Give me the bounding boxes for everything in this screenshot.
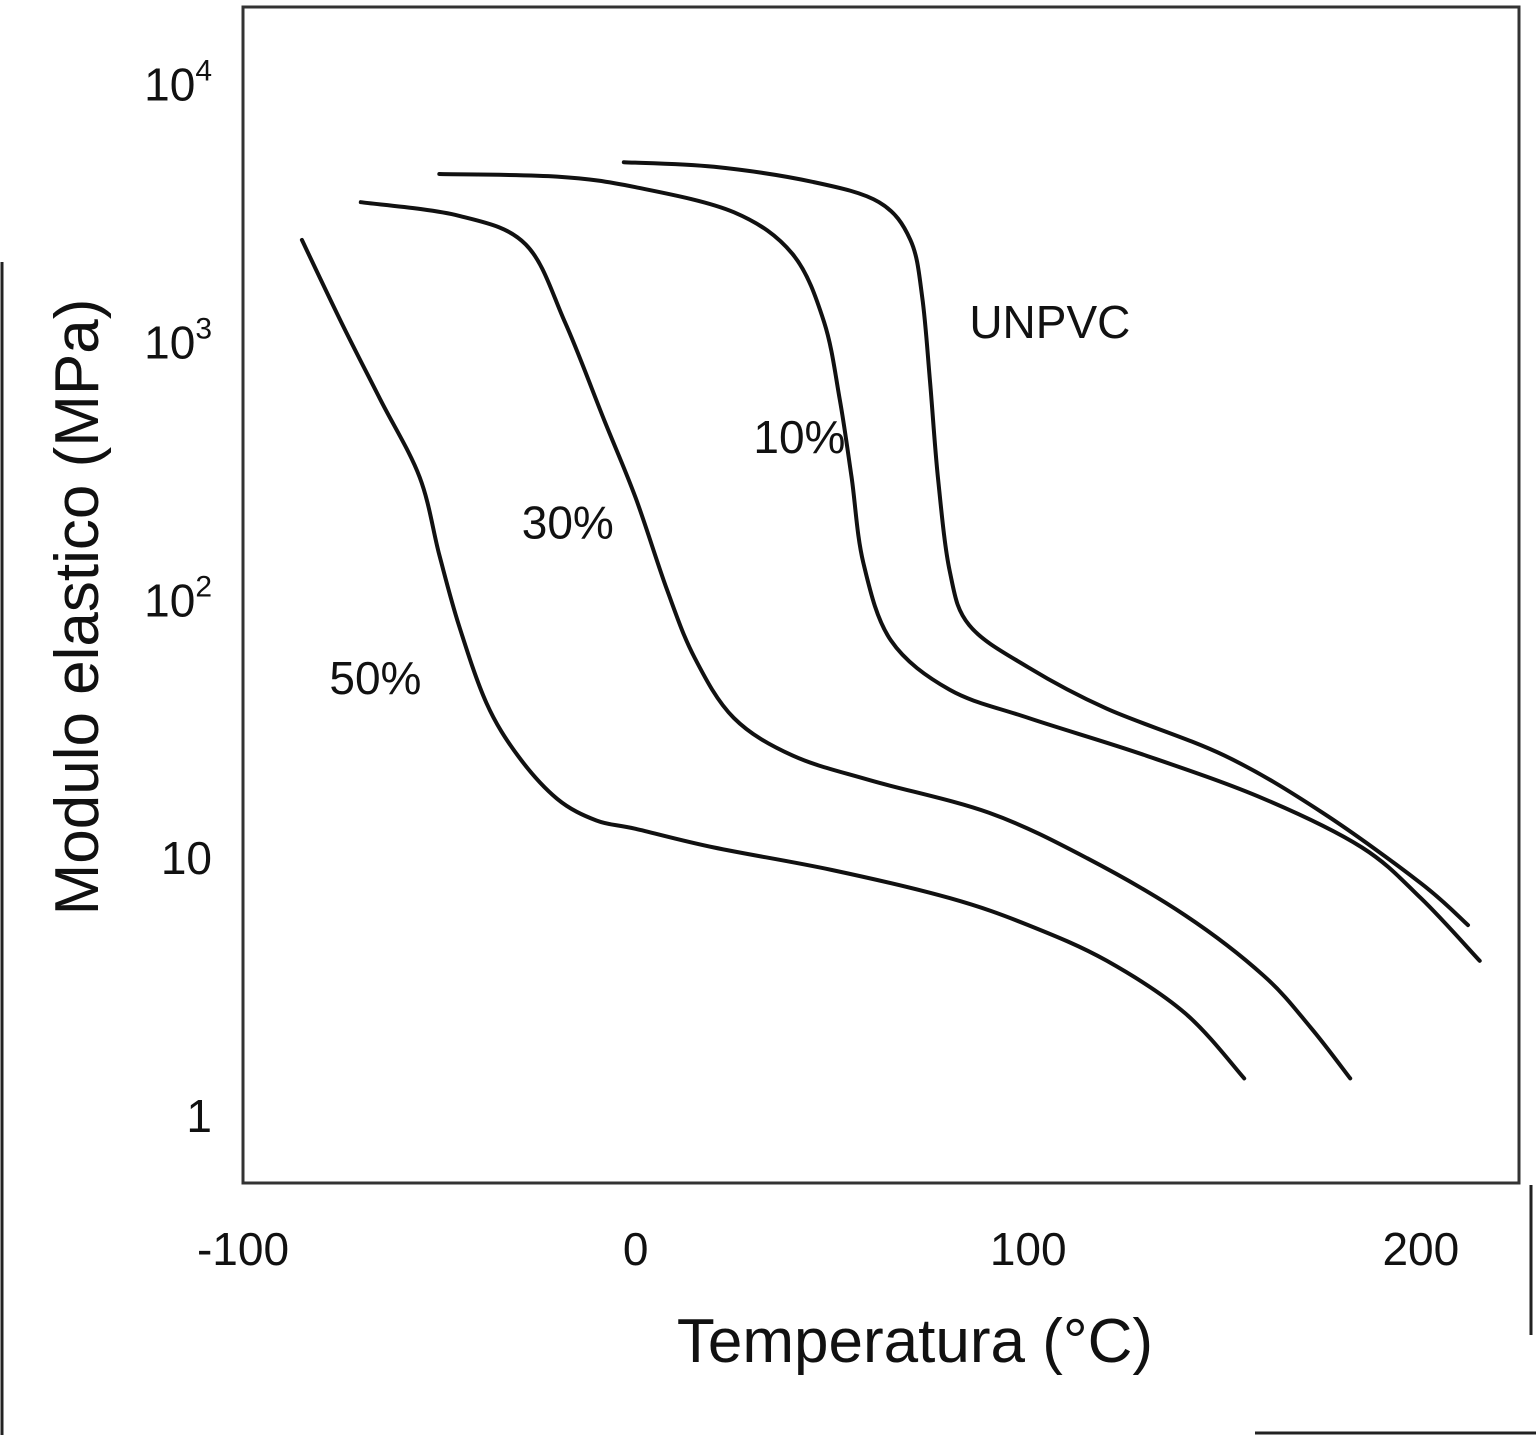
- series-line-unpvc: [621, 160, 1470, 928]
- y-tick-label: 10: [161, 832, 212, 884]
- y-tick-label: 1: [186, 1090, 212, 1142]
- x-tick-label: 0: [623, 1223, 649, 1275]
- x-axis-ticks: -100 0 100 200: [197, 1223, 1459, 1275]
- y-tick-exponent: 4: [195, 55, 212, 88]
- plot-frame: [241, 5, 1521, 1185]
- series-line-30pct: [358, 200, 1353, 1081]
- x-axis-title: Temperatura (°C): [677, 1307, 1153, 1376]
- series-label-unpvc: UNPVC: [969, 296, 1130, 348]
- y-tick-base: 10: [144, 574, 195, 626]
- y-tick-base: 10: [161, 832, 212, 884]
- series-label-30pct: 30%: [522, 497, 614, 549]
- y-tick-base: 10: [144, 316, 195, 368]
- y-axis-title: Modulo elastico (MPa): [43, 299, 112, 916]
- decorations: [0, 262, 1536, 1435]
- series-labels: UNPVC 10% 30% 50%: [329, 296, 1130, 704]
- x-tick-label: 100: [990, 1223, 1067, 1275]
- series-line-50pct: [299, 237, 1247, 1081]
- y-tick-base: 10: [144, 59, 195, 111]
- y-tick-label: 103: [144, 312, 212, 368]
- x-tick-label: 200: [1382, 1223, 1459, 1275]
- series-label-10pct: 10%: [753, 411, 845, 463]
- y-tick-exponent: 3: [195, 312, 212, 345]
- x-tick-label: -100: [197, 1223, 289, 1275]
- y-tick-exponent: 2: [195, 570, 212, 603]
- series-curves: [299, 160, 1482, 1081]
- series-line-10pct: [437, 172, 1482, 963]
- y-tick-base: 1: [186, 1090, 212, 1142]
- y-tick-label: 104: [144, 55, 212, 111]
- y-tick-label: 102: [144, 570, 212, 626]
- series-label-50pct: 50%: [329, 652, 421, 704]
